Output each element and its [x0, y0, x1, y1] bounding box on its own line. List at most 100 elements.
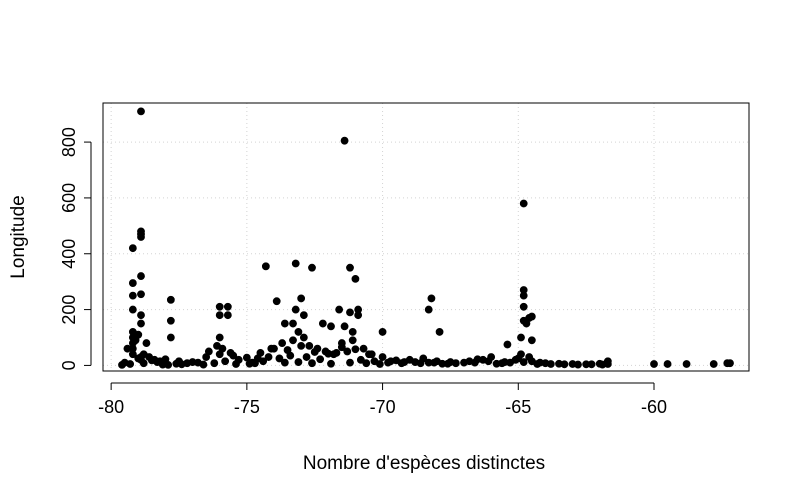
- data-point: [367, 350, 376, 359]
- data-point: [313, 344, 322, 353]
- data-point: [519, 302, 528, 311]
- data-point: [378, 353, 387, 361]
- data-point: [297, 341, 306, 350]
- data-point: [215, 302, 224, 311]
- data-point: [348, 328, 357, 336]
- data-point: [278, 339, 287, 347]
- data-point: [517, 350, 525, 359]
- data-point: [128, 279, 137, 287]
- data-point: [223, 302, 232, 311]
- data-point: [204, 347, 213, 356]
- data-point: [177, 360, 186, 369]
- x-axis-title: Nombre d'espèces distinctes: [303, 453, 545, 474]
- y-tick-label: 0: [59, 360, 79, 370]
- data-point: [215, 333, 224, 342]
- data-point: [199, 360, 208, 369]
- data-point: [435, 328, 444, 336]
- data-point: [223, 311, 232, 320]
- data-point: [343, 347, 352, 356]
- data-point: [327, 359, 335, 368]
- data-point: [709, 360, 718, 368]
- data-point: [291, 259, 300, 268]
- data-point: [123, 344, 132, 353]
- data-point: [232, 360, 240, 368]
- data-point: [316, 355, 325, 364]
- data-point: [218, 344, 227, 353]
- data-point: [221, 357, 230, 366]
- x-tick-label: -70: [370, 397, 396, 417]
- data-point: [511, 355, 520, 364]
- data-point: [470, 358, 479, 367]
- data-point: [299, 333, 308, 342]
- data-point: [663, 360, 672, 368]
- data-point: [134, 354, 143, 363]
- x-tick-label: -80: [98, 397, 124, 417]
- data-point: [294, 328, 303, 336]
- data-point: [137, 311, 145, 320]
- data-point: [259, 357, 268, 366]
- data-point: [128, 291, 137, 300]
- data-point: [302, 353, 311, 361]
- data-point: [354, 305, 363, 314]
- data-point: [525, 353, 534, 361]
- data-point: [650, 360, 658, 368]
- data-point: [682, 360, 691, 368]
- data-point: [519, 199, 528, 208]
- data-point: [484, 357, 493, 366]
- data-points: [118, 107, 734, 369]
- data-point: [226, 348, 235, 357]
- data-point: [297, 294, 306, 303]
- grid-lines: [103, 103, 749, 371]
- data-point: [332, 348, 341, 357]
- data-point: [126, 360, 135, 368]
- data-point: [321, 347, 330, 356]
- data-point: [362, 359, 371, 368]
- data-point: [137, 107, 145, 116]
- data-point: [340, 136, 349, 145]
- data-point: [503, 340, 512, 349]
- data-point: [166, 295, 175, 304]
- data-point: [346, 263, 354, 272]
- data-point: [386, 357, 395, 366]
- data-point: [261, 262, 270, 271]
- data-point: [308, 359, 316, 368]
- x-tick-label: -65: [505, 397, 531, 417]
- data-point: [264, 353, 273, 361]
- data-point: [166, 333, 175, 342]
- data-point: [443, 359, 452, 368]
- data-point: [286, 351, 295, 360]
- data-point: [335, 305, 344, 314]
- data-point: [128, 350, 137, 359]
- data-point: [137, 233, 145, 241]
- data-point: [142, 339, 151, 347]
- data-point: [137, 319, 145, 328]
- data-point: [327, 322, 335, 331]
- data-point: [519, 291, 528, 300]
- data-point: [560, 360, 569, 369]
- data-point: [164, 360, 173, 369]
- data-point: [166, 316, 175, 325]
- x-tick-label: -60: [641, 397, 667, 417]
- data-point: [430, 358, 439, 367]
- data-point: [527, 312, 536, 321]
- y-axis-title: Longitude: [8, 195, 29, 278]
- data-point: [527, 336, 536, 345]
- data-point: [215, 311, 224, 320]
- data-point: [210, 359, 219, 368]
- y-tick-label: 200: [59, 295, 79, 325]
- data-point: [137, 272, 145, 280]
- y-tick-label: 400: [59, 239, 79, 269]
- data-point: [498, 359, 506, 368]
- data-point: [272, 297, 281, 306]
- data-point: [587, 360, 596, 369]
- data-point: [346, 358, 354, 367]
- data-point: [137, 290, 145, 299]
- data-point: [291, 305, 300, 314]
- data-point: [424, 305, 433, 314]
- x-axis: -80 -75 -70 -65 -60: [98, 382, 667, 417]
- data-point: [289, 336, 297, 345]
- data-point: [359, 344, 368, 353]
- data-point: [134, 330, 143, 339]
- data-point: [536, 358, 544, 367]
